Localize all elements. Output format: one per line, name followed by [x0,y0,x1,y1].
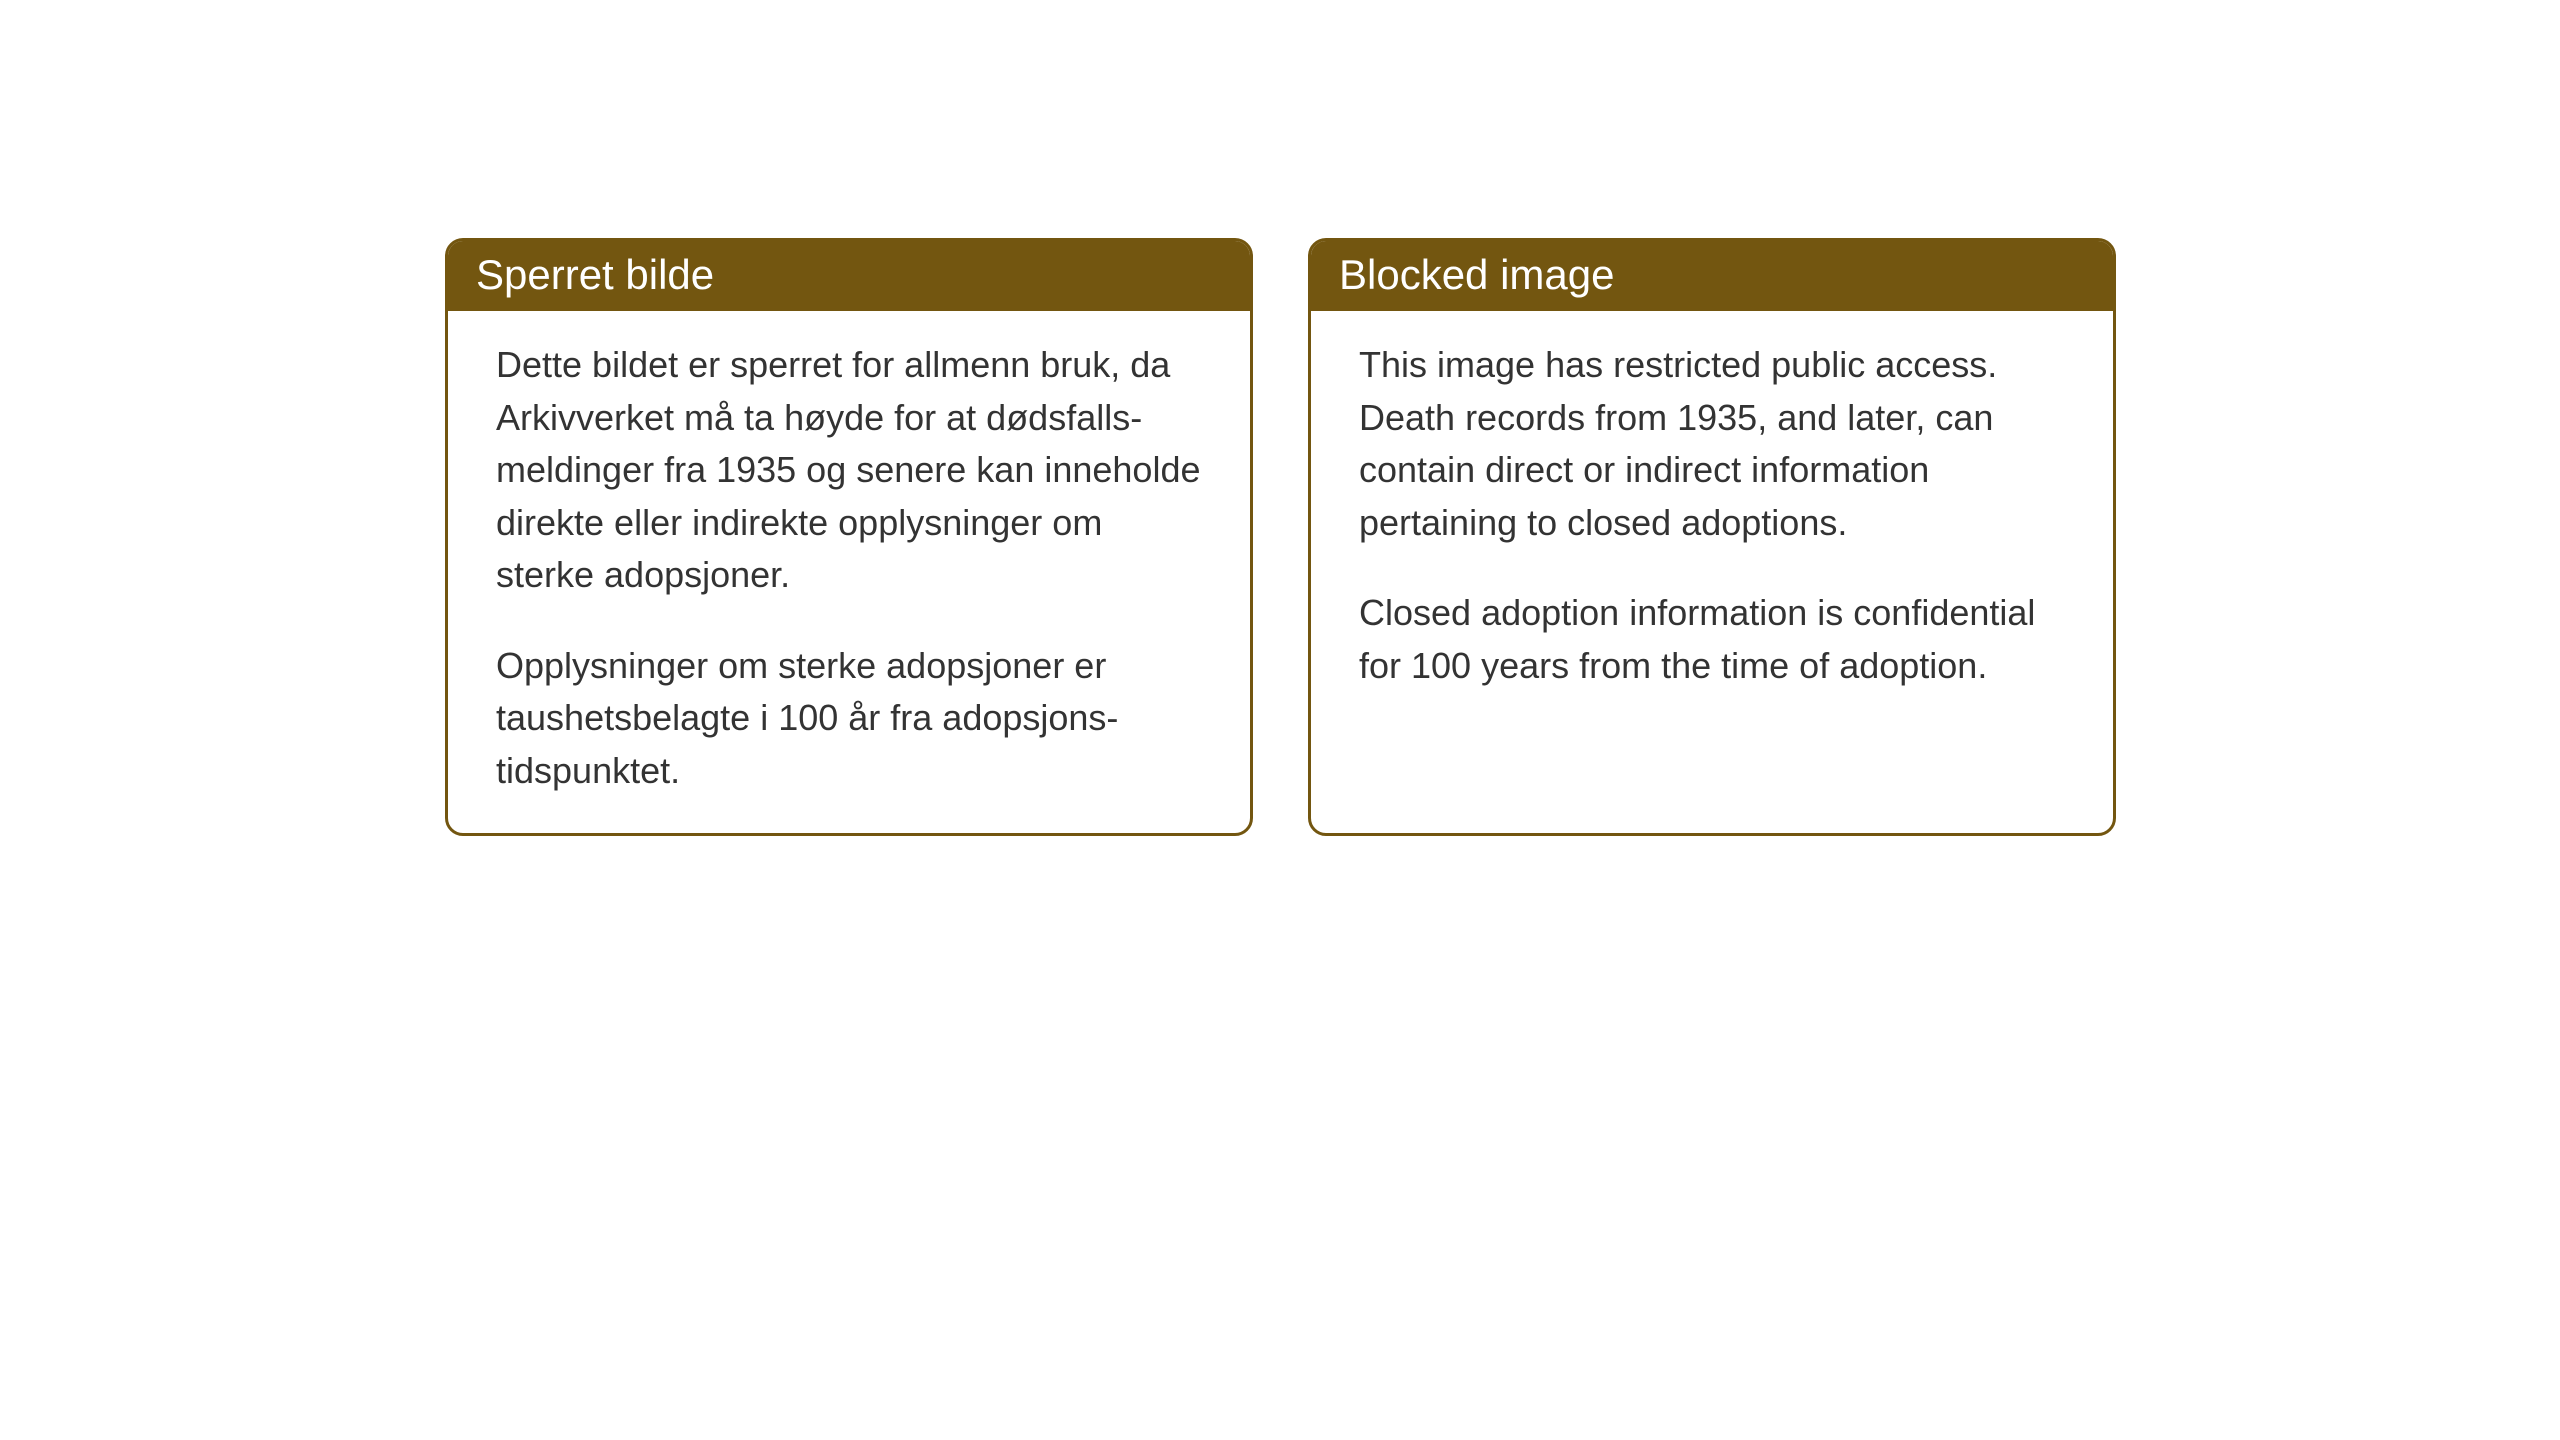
norwegian-card-title: Sperret bilde [448,241,1250,311]
english-card-body: This image has restricted public access.… [1311,311,2113,728]
english-paragraph-2: Closed adoption information is confident… [1359,587,2073,692]
norwegian-paragraph-1: Dette bildet er sperret for allmenn bruk… [496,339,1210,602]
english-card: Blocked image This image has restricted … [1308,238,2116,836]
cards-container: Sperret bilde Dette bildet er sperret fo… [445,238,2116,836]
norwegian-paragraph-2: Opplysninger om sterke adopsjoner er tau… [496,640,1210,798]
norwegian-card-body: Dette bildet er sperret for allmenn bruk… [448,311,1250,833]
english-paragraph-1: This image has restricted public access.… [1359,339,2073,549]
english-card-title: Blocked image [1311,241,2113,311]
norwegian-card: Sperret bilde Dette bildet er sperret fo… [445,238,1253,836]
